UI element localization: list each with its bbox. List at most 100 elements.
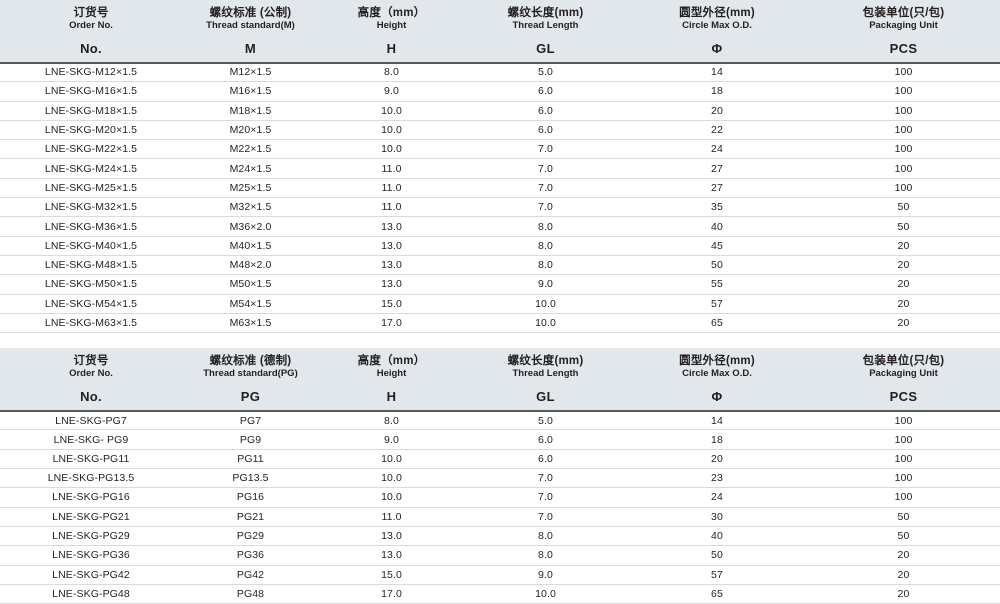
metric-cell-r4-c0: LNE-SKG-M22×1.5 — [0, 139, 182, 160]
metric-table-body: LNE-SKG-M12×1.5 M12×1.5 8.0 5.0 14 100 LNE-SKG… — [0, 62, 1000, 334]
pg-cell-r9-c0: LNE-SKG-PG48 — [0, 584, 182, 604]
metric-cell-r2-c1: M18×1.5 — [182, 101, 319, 121]
metric-cell-r3-c0: LNE-SKG-M20×1.5 — [0, 120, 182, 141]
pg-cell-r4-c3: 7.0 — [464, 487, 627, 508]
pg-col-header-5: 包装单位(只/包) Packaging Unit — [807, 348, 1000, 380]
table-row: LNE-SKG-M63×1.5 M63×1.5 17.0 10.0 65 20 — [0, 313, 1000, 334]
metric-col-symbol-2: H — [319, 31, 464, 64]
metric-cell-r8-c3: 8.0 — [464, 216, 627, 237]
pg-cell-r3-c5: 100 — [807, 468, 1000, 489]
pg-header-symbols-row: No. PG H GL Φ PCS — [0, 379, 1000, 412]
metric-col-symbol-1: M — [182, 31, 319, 64]
pg-col-header-en-4: Circle Max O.D. — [682, 368, 752, 380]
metric-cell-r11-c5: 20 — [807, 274, 1000, 295]
metric-cell-r10-c3: 8.0 — [464, 255, 627, 276]
table-row: LNE-SKG-M25×1.5 M25×1.5 11.0 7.0 27 100 — [0, 178, 1000, 199]
pg-col-header-cell-2: 高度（mm） Height — [319, 348, 464, 380]
pg-cell-r6-c3: 8.0 — [464, 526, 627, 547]
table-row: LNE-SKG-PG48 PG48 17.0 10.0 65 20 — [0, 584, 1000, 604]
metric-cell-r8-c1: M36×2.0 — [182, 216, 319, 237]
metric-cell-r1-c5: 100 — [807, 81, 1000, 102]
metric-cell-r7-c4: 35 — [627, 197, 807, 218]
metric-col-header-4: 圆型外径(mm) Circle Max O.D. — [627, 0, 807, 32]
pg-col-header-cn-1: 螺纹标准 (德制) — [209, 355, 292, 368]
metric-cell-r5-c1: M24×1.5 — [182, 158, 319, 179]
pg-col-header-en-5: Packaging Unit — [869, 368, 938, 380]
pg-cell-r2-c2: 10.0 — [319, 449, 464, 470]
pg-cell-r3-c0: LNE-SKG-PG13.5 — [0, 468, 182, 489]
metric-cell-r13-c2: 17.0 — [319, 313, 464, 334]
pg-cell-r8-c1: PG42 — [182, 565, 319, 585]
metric-cell-r11-c4: 55 — [627, 274, 807, 295]
metric-header-symbols-row: No. M H GL Φ PCS — [0, 31, 1000, 64]
metric-cell-r7-c2: 11.0 — [319, 197, 464, 218]
metric-cell-r12-c3: 10.0 — [464, 294, 627, 314]
pg-cell-r4-c2: 10.0 — [319, 487, 464, 508]
pg-col-header-cn-3: 螺纹长度(mm) — [507, 355, 584, 368]
pg-cell-r5-c5: 50 — [807, 507, 1000, 527]
pg-cell-r7-c2: 13.0 — [319, 545, 464, 566]
pg-cell-r9-c5: 20 — [807, 584, 1000, 604]
metric-col-header-cn-2: 高度（mm） — [357, 7, 426, 19]
pg-cell-r4-c4: 24 — [627, 487, 807, 508]
metric-col-header-2: 高度（mm） Height — [319, 0, 464, 32]
pg-col-header-cell-5: 包装单位(只/包) Packaging Unit — [807, 348, 1000, 380]
metric-cell-r5-c4: 27 — [627, 158, 807, 179]
metric-cell-r12-c4: 57 — [627, 294, 807, 314]
table-row: LNE-SKG-M24×1.5 M24×1.5 11.0 7.0 27 100 — [0, 158, 1000, 179]
metric-col-symbol-5: PCS — [807, 31, 1000, 64]
pg-cell-r0-c4: 14 — [627, 410, 807, 431]
metric-cell-r5-c2: 11.0 — [319, 158, 464, 179]
pg-col-header-en-0: Order No. — [69, 368, 113, 380]
pg-cell-r9-c1: PG48 — [182, 584, 319, 604]
pg-cell-r3-c2: 10.0 — [319, 468, 464, 489]
pg-cell-r1-c2: 9.0 — [319, 429, 464, 450]
metric-col-symbol-text-4: Φ — [627, 31, 807, 62]
table-separator-gap — [0, 333, 1000, 349]
pg-cell-r6-c1: PG29 — [182, 526, 319, 547]
pg-cell-r1-c0: LNE-SKG- PG9 — [0, 429, 182, 450]
pg-cell-r2-c1: PG11 — [182, 449, 319, 470]
table-row: LNE-SKG-PG11 PG11 10.0 6.0 20 100 — [0, 449, 1000, 470]
metric-cell-r11-c1: M50×1.5 — [182, 274, 319, 295]
metric-cell-r2-c3: 6.0 — [464, 101, 627, 121]
table-row: LNE-SKG-M32×1.5 M32×1.5 11.0 7.0 35 50 — [0, 197, 1000, 218]
metric-cell-r13-c0: LNE-SKG-M63×1.5 — [0, 313, 182, 334]
metric-table-head: 订货号 Order No. 螺纹标准 (公制) Thread standard(M) 高… — [0, 0, 1000, 64]
metric-cell-r3-c4: 22 — [627, 120, 807, 141]
pg-cell-r2-c4: 20 — [627, 449, 807, 470]
metric-cell-r8-c4: 40 — [627, 216, 807, 237]
metric-cell-r5-c3: 7.0 — [464, 158, 627, 179]
metric-col-symbol-3: GL — [464, 31, 627, 64]
metric-col-header-cell-3: 螺纹长度(mm) Thread Length — [464, 0, 627, 32]
metric-col-header-cn-5: 包装单位(只/包) — [862, 7, 945, 19]
metric-cell-r4-c5: 100 — [807, 139, 1000, 160]
metric-header-labels-row: 订货号 Order No. 螺纹标准 (公制) Thread standard(M) 高… — [0, 0, 1000, 32]
pg-cell-r0-c1: PG7 — [182, 410, 319, 431]
metric-cell-r13-c5: 20 — [807, 313, 1000, 334]
pg-cell-r9-c3: 10.0 — [464, 584, 627, 604]
pg-cell-r2-c3: 6.0 — [464, 449, 627, 470]
metric-cell-r9-c4: 45 — [627, 236, 807, 256]
metric-spec-table: 订货号 Order No. 螺纹标准 (公制) Thread standard(M) 高… — [0, 0, 1000, 334]
metric-cell-r4-c1: M22×1.5 — [182, 139, 319, 160]
table-row: LNE-SKG-PG42 PG42 15.0 9.0 57 20 — [0, 565, 1000, 585]
pg-col-symbol-text-0: No. — [0, 379, 182, 410]
metric-cell-r10-c0: LNE-SKG-M48×1.5 — [0, 255, 182, 276]
pg-header-labels-row: 订货号 Order No. 螺纹标准 (德制) Thread standard(PG)… — [0, 348, 1000, 380]
metric-cell-r6-c1: M25×1.5 — [182, 178, 319, 199]
table-row: LNE-SKG-M18×1.5 M18×1.5 10.0 6.0 20 100 — [0, 101, 1000, 121]
table-row: LNE-SKG-PG7 PG7 8.0 5.0 14 100 — [0, 410, 1000, 431]
metric-cell-r13-c3: 10.0 — [464, 313, 627, 334]
pg-cell-r8-c4: 57 — [627, 565, 807, 585]
table-row: LNE-SKG-M40×1.5 M40×1.5 13.0 8.0 45 20 — [0, 236, 1000, 256]
pg-col-header-3: 螺纹长度(mm) Thread Length — [464, 348, 627, 380]
pg-col-header-cn-2: 高度（mm） — [357, 355, 426, 368]
pg-col-symbol-text-3: GL — [464, 379, 627, 410]
pg-cell-r3-c3: 7.0 — [464, 468, 627, 489]
metric-cell-r2-c4: 20 — [627, 101, 807, 121]
metric-cell-r10-c2: 13.0 — [319, 255, 464, 276]
pg-col-header-cn-0: 订货号 — [73, 355, 109, 368]
metric-cell-r3-c5: 100 — [807, 120, 1000, 141]
pg-cell-r6-c2: 13.0 — [319, 526, 464, 547]
